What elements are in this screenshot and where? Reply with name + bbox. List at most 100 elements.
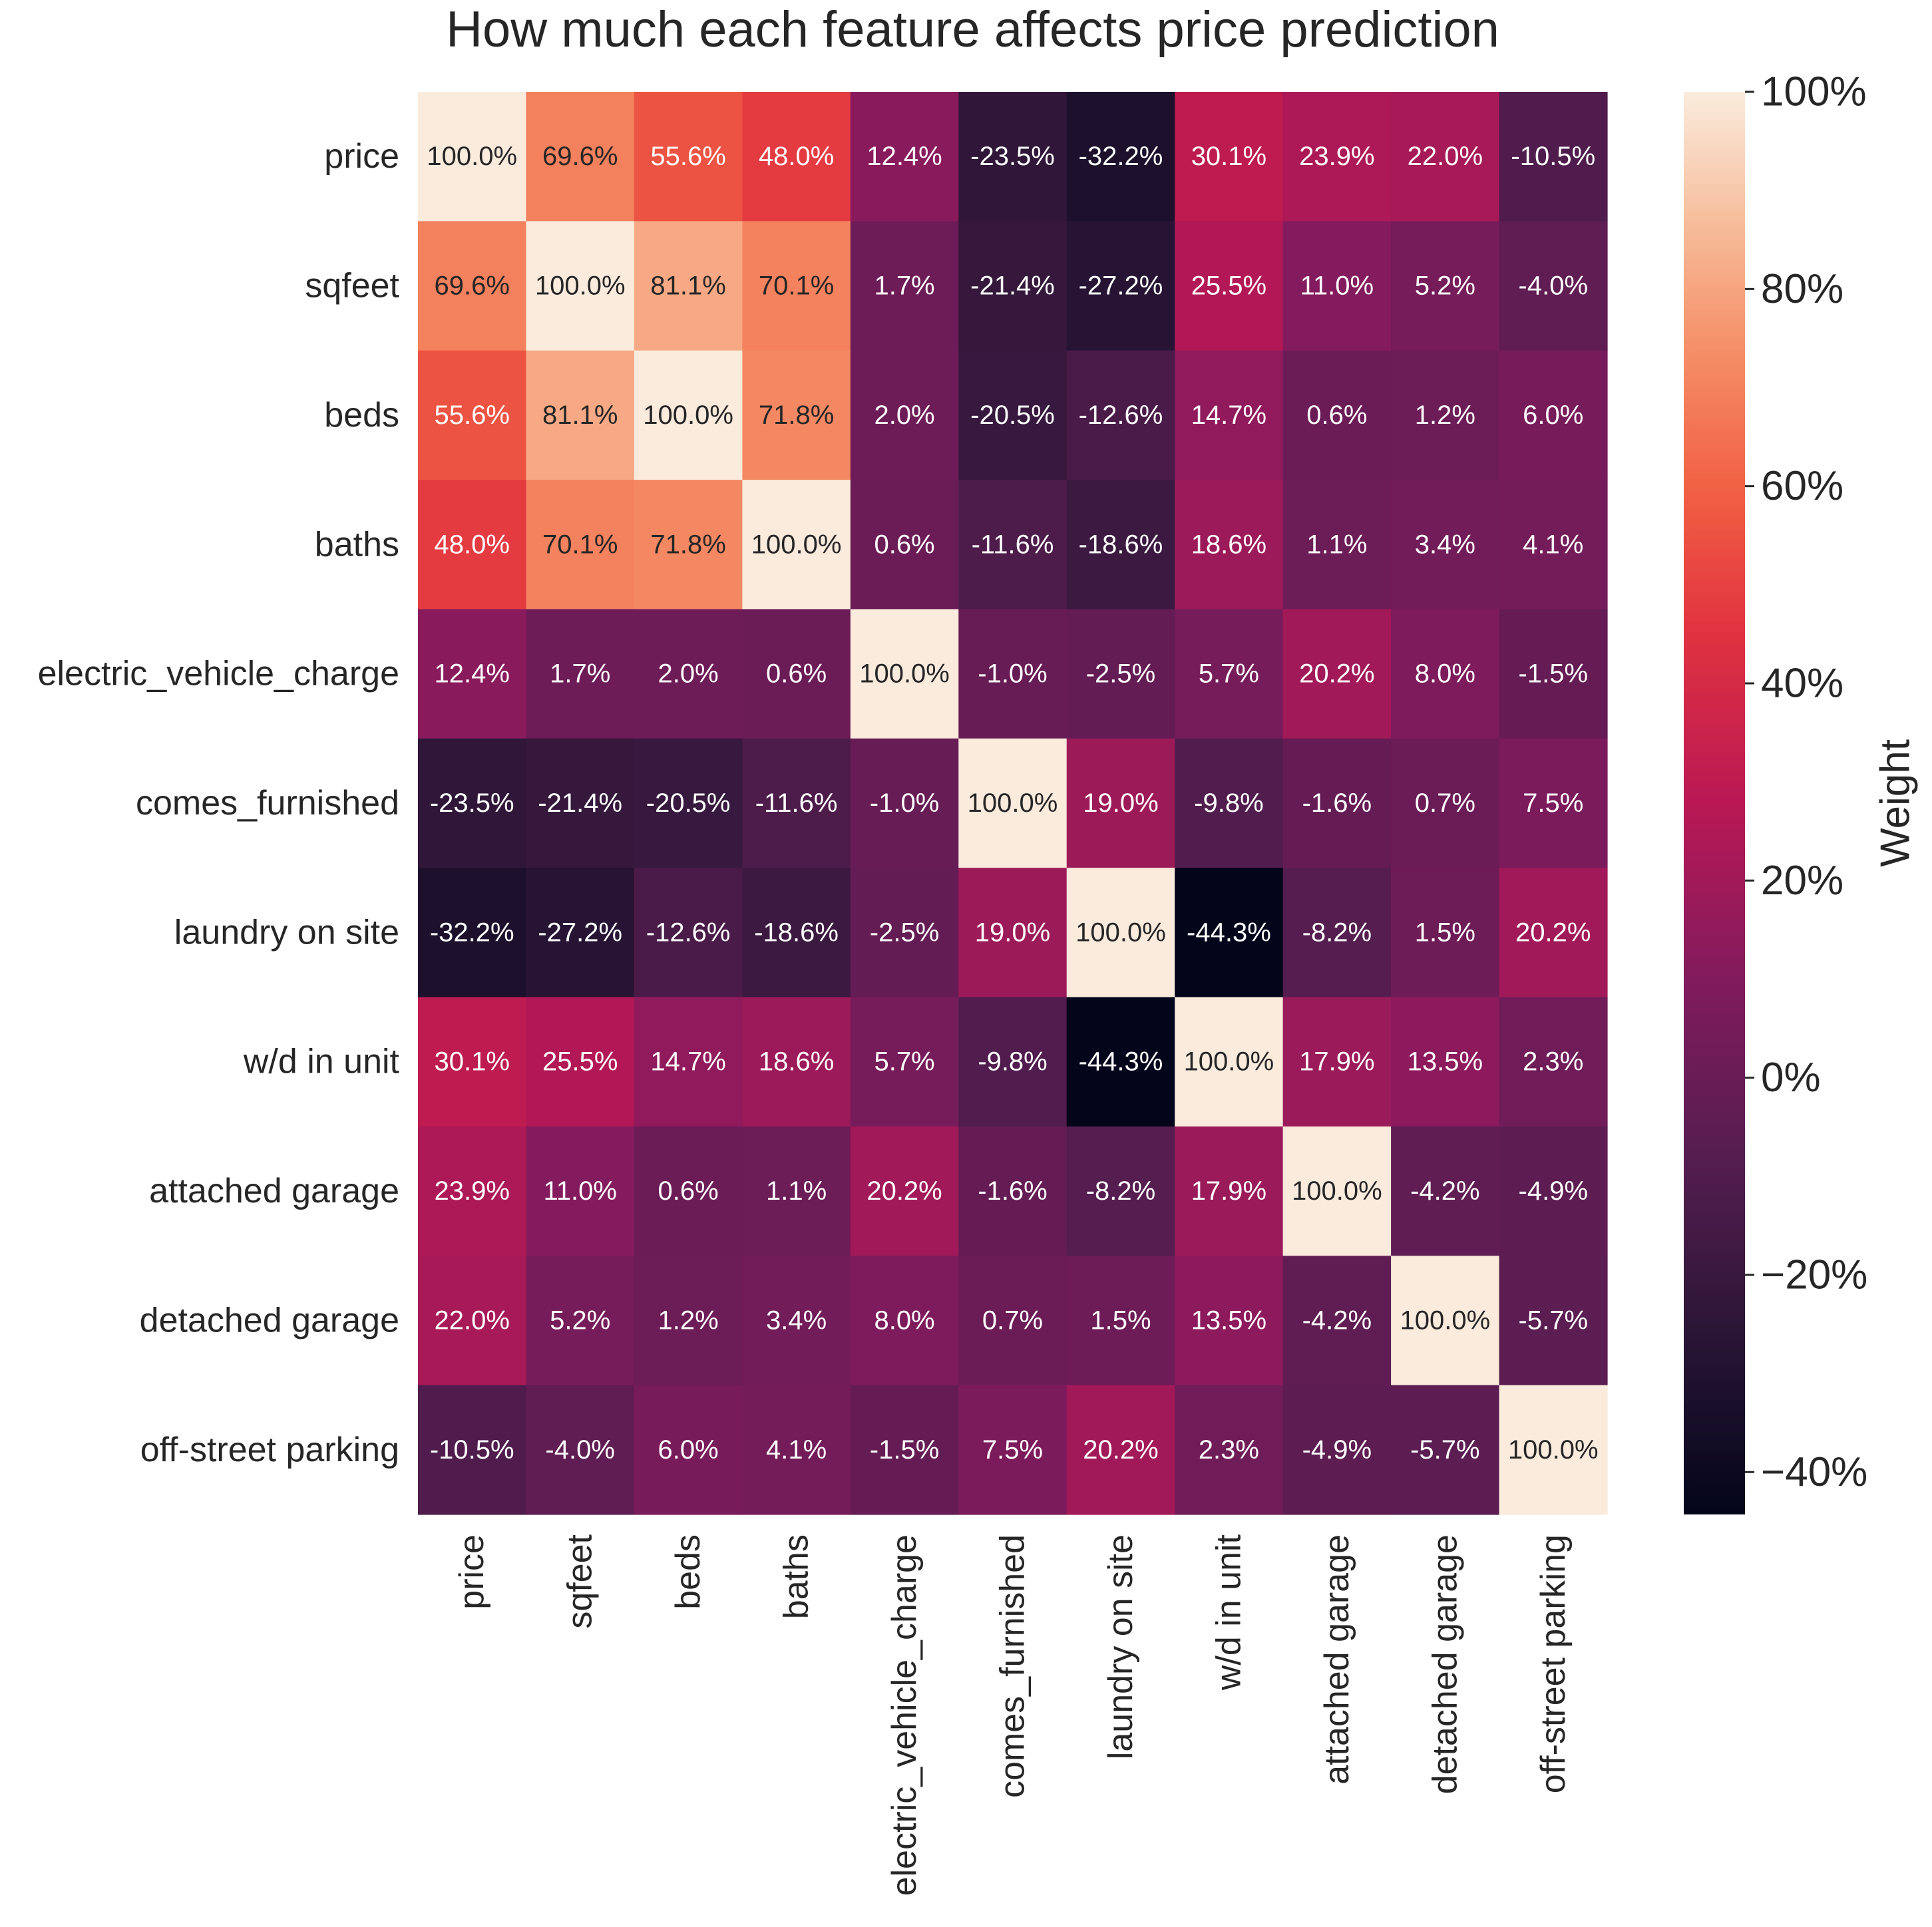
column-tick-label: price — [453, 1534, 491, 1610]
heatmap-cell — [1282, 738, 1392, 868]
heatmap-cell — [1066, 350, 1175, 480]
cell-value-label: 13.5% — [1191, 1306, 1266, 1335]
heatmap-cell — [1391, 609, 1500, 739]
heatmap-cell — [1175, 92, 1284, 222]
heatmap-cell — [418, 480, 527, 610]
row-tick-label: laundry on site — [174, 913, 399, 952]
heatmap-cell — [526, 868, 635, 998]
heatmap-cell — [1066, 1256, 1175, 1386]
heatmap-cell — [1066, 609, 1175, 739]
row-tick-label: comes_furnished — [136, 784, 399, 822]
row-tick-label: price — [324, 137, 399, 176]
cell-value-label: -44.3% — [1079, 1047, 1163, 1077]
cell-value-label: 0.6% — [658, 1176, 719, 1206]
heatmap-cell — [850, 738, 959, 868]
heatmap-cell — [958, 92, 1067, 222]
column-tick-labels: price sqfeet beds baths electric_vehicle_cha… — [453, 1534, 1573, 1896]
cell-value-label: 55.6% — [435, 401, 510, 430]
cell-value-label: 7.5% — [982, 1435, 1043, 1465]
heatmap-cell — [1499, 1385, 1608, 1515]
column-tick-label: off-street parking — [1534, 1534, 1573, 1793]
heatmap-cell — [526, 1256, 635, 1386]
cell-value-label: 6.0% — [1523, 401, 1583, 430]
heatmap-cell — [742, 997, 851, 1127]
heatmap-cell — [1066, 480, 1175, 610]
heatmap-cell — [634, 92, 743, 222]
cell-value-label: -21.4% — [538, 788, 622, 818]
cell-value-label: -4.0% — [545, 1435, 615, 1465]
cell-value-label: 7.5% — [1523, 788, 1583, 818]
cell-value-label: 100.0% — [751, 530, 842, 559]
heatmap-cell — [1175, 738, 1284, 868]
cell-value-label: -32.2% — [1079, 142, 1163, 171]
cell-value-label: 0.6% — [874, 530, 934, 559]
heatmap-cell — [742, 609, 851, 739]
heatmap-cell — [742, 1385, 851, 1515]
cell-value-label: 20.2% — [1299, 659, 1374, 689]
cell-value-label: 30.1% — [1191, 142, 1266, 171]
cell-value-label: 100.0% — [1292, 1176, 1382, 1206]
cell-value-label: 100.0% — [968, 788, 1058, 818]
cell-value-label: 100.0% — [643, 401, 733, 430]
cell-value-label: 0.7% — [982, 1306, 1043, 1335]
heatmap-cells — [418, 92, 1608, 1515]
cell-value-label: 81.1% — [650, 271, 725, 301]
cell-value-label: -23.5% — [430, 788, 514, 818]
heatmap-cell — [742, 221, 851, 351]
cell-value-label: 19.0% — [975, 918, 1050, 947]
heatmap-cell — [958, 1385, 1067, 1515]
cell-value-label: -10.5% — [1511, 142, 1595, 171]
cell-value-label: 5.2% — [1415, 271, 1475, 301]
heatmap-cell — [1499, 480, 1608, 610]
cell-value-label: 22.0% — [1408, 142, 1483, 171]
heatmap-cell — [418, 1256, 527, 1386]
cell-value-label: 17.9% — [1191, 1176, 1266, 1206]
cell-value-label: 12.4% — [867, 142, 942, 171]
heatmap-cell — [958, 738, 1067, 868]
heatmap-cell — [1391, 1256, 1500, 1386]
cell-value-label: 3.4% — [766, 1306, 827, 1335]
cell-value-label: 11.0% — [1300, 271, 1374, 301]
cell-value-label: -18.6% — [754, 918, 839, 947]
cell-value-label: 1.2% — [658, 1306, 719, 1335]
colorbar-tick-label: 0% — [1761, 1055, 1821, 1101]
colorbar-tick-label: 80% — [1761, 266, 1843, 312]
column-tick-label: beds — [669, 1534, 707, 1610]
colorbar-tick-label: 40% — [1761, 660, 1843, 706]
heatmap-cell — [634, 609, 743, 739]
cell-value-label: -2.5% — [870, 918, 940, 947]
row-tick-label: attached garage — [149, 1172, 399, 1210]
cell-value-label: 70.1% — [759, 271, 834, 301]
row-tick-label: electric_vehicle_charge — [38, 655, 399, 693]
heatmap-cell — [634, 221, 743, 351]
cell-value-label: 20.2% — [1515, 918, 1591, 947]
heatmap-cell — [1175, 868, 1284, 998]
heatmap-cell — [742, 1126, 851, 1256]
heatmap-cell — [1175, 480, 1284, 610]
heatmap-cell — [1499, 221, 1608, 351]
heatmap-cell — [526, 480, 635, 610]
cell-value-label: -4.9% — [1519, 1176, 1589, 1206]
cell-value-label: -32.2% — [430, 918, 514, 947]
column-tick-label: laundry on site — [1101, 1534, 1140, 1759]
heatmap-cell — [1066, 221, 1175, 351]
cell-value-label: -12.6% — [1079, 401, 1163, 430]
heatmap-cell — [634, 1385, 743, 1515]
cell-value-label: 4.1% — [1523, 530, 1583, 559]
cell-value-label: 69.6% — [435, 271, 510, 301]
heatmap-cell — [1066, 92, 1175, 222]
heatmap-cell — [418, 350, 527, 480]
heatmap-cell — [850, 221, 959, 351]
heatmap-cell — [1282, 480, 1392, 610]
heatmap-cell — [1282, 350, 1392, 480]
cell-value-label: 25.5% — [542, 1047, 618, 1077]
cell-value-label: -11.6% — [755, 788, 838, 818]
cell-value-label: -1.0% — [978, 659, 1048, 689]
cell-value-label: -1.0% — [870, 788, 940, 818]
row-tick-label: baths — [315, 525, 399, 564]
colorbar-tick-label: −20% — [1761, 1252, 1867, 1298]
heatmap-cell — [1066, 1385, 1175, 1515]
heatmap-cell — [1499, 1256, 1608, 1386]
heatmap-cell — [742, 92, 851, 222]
